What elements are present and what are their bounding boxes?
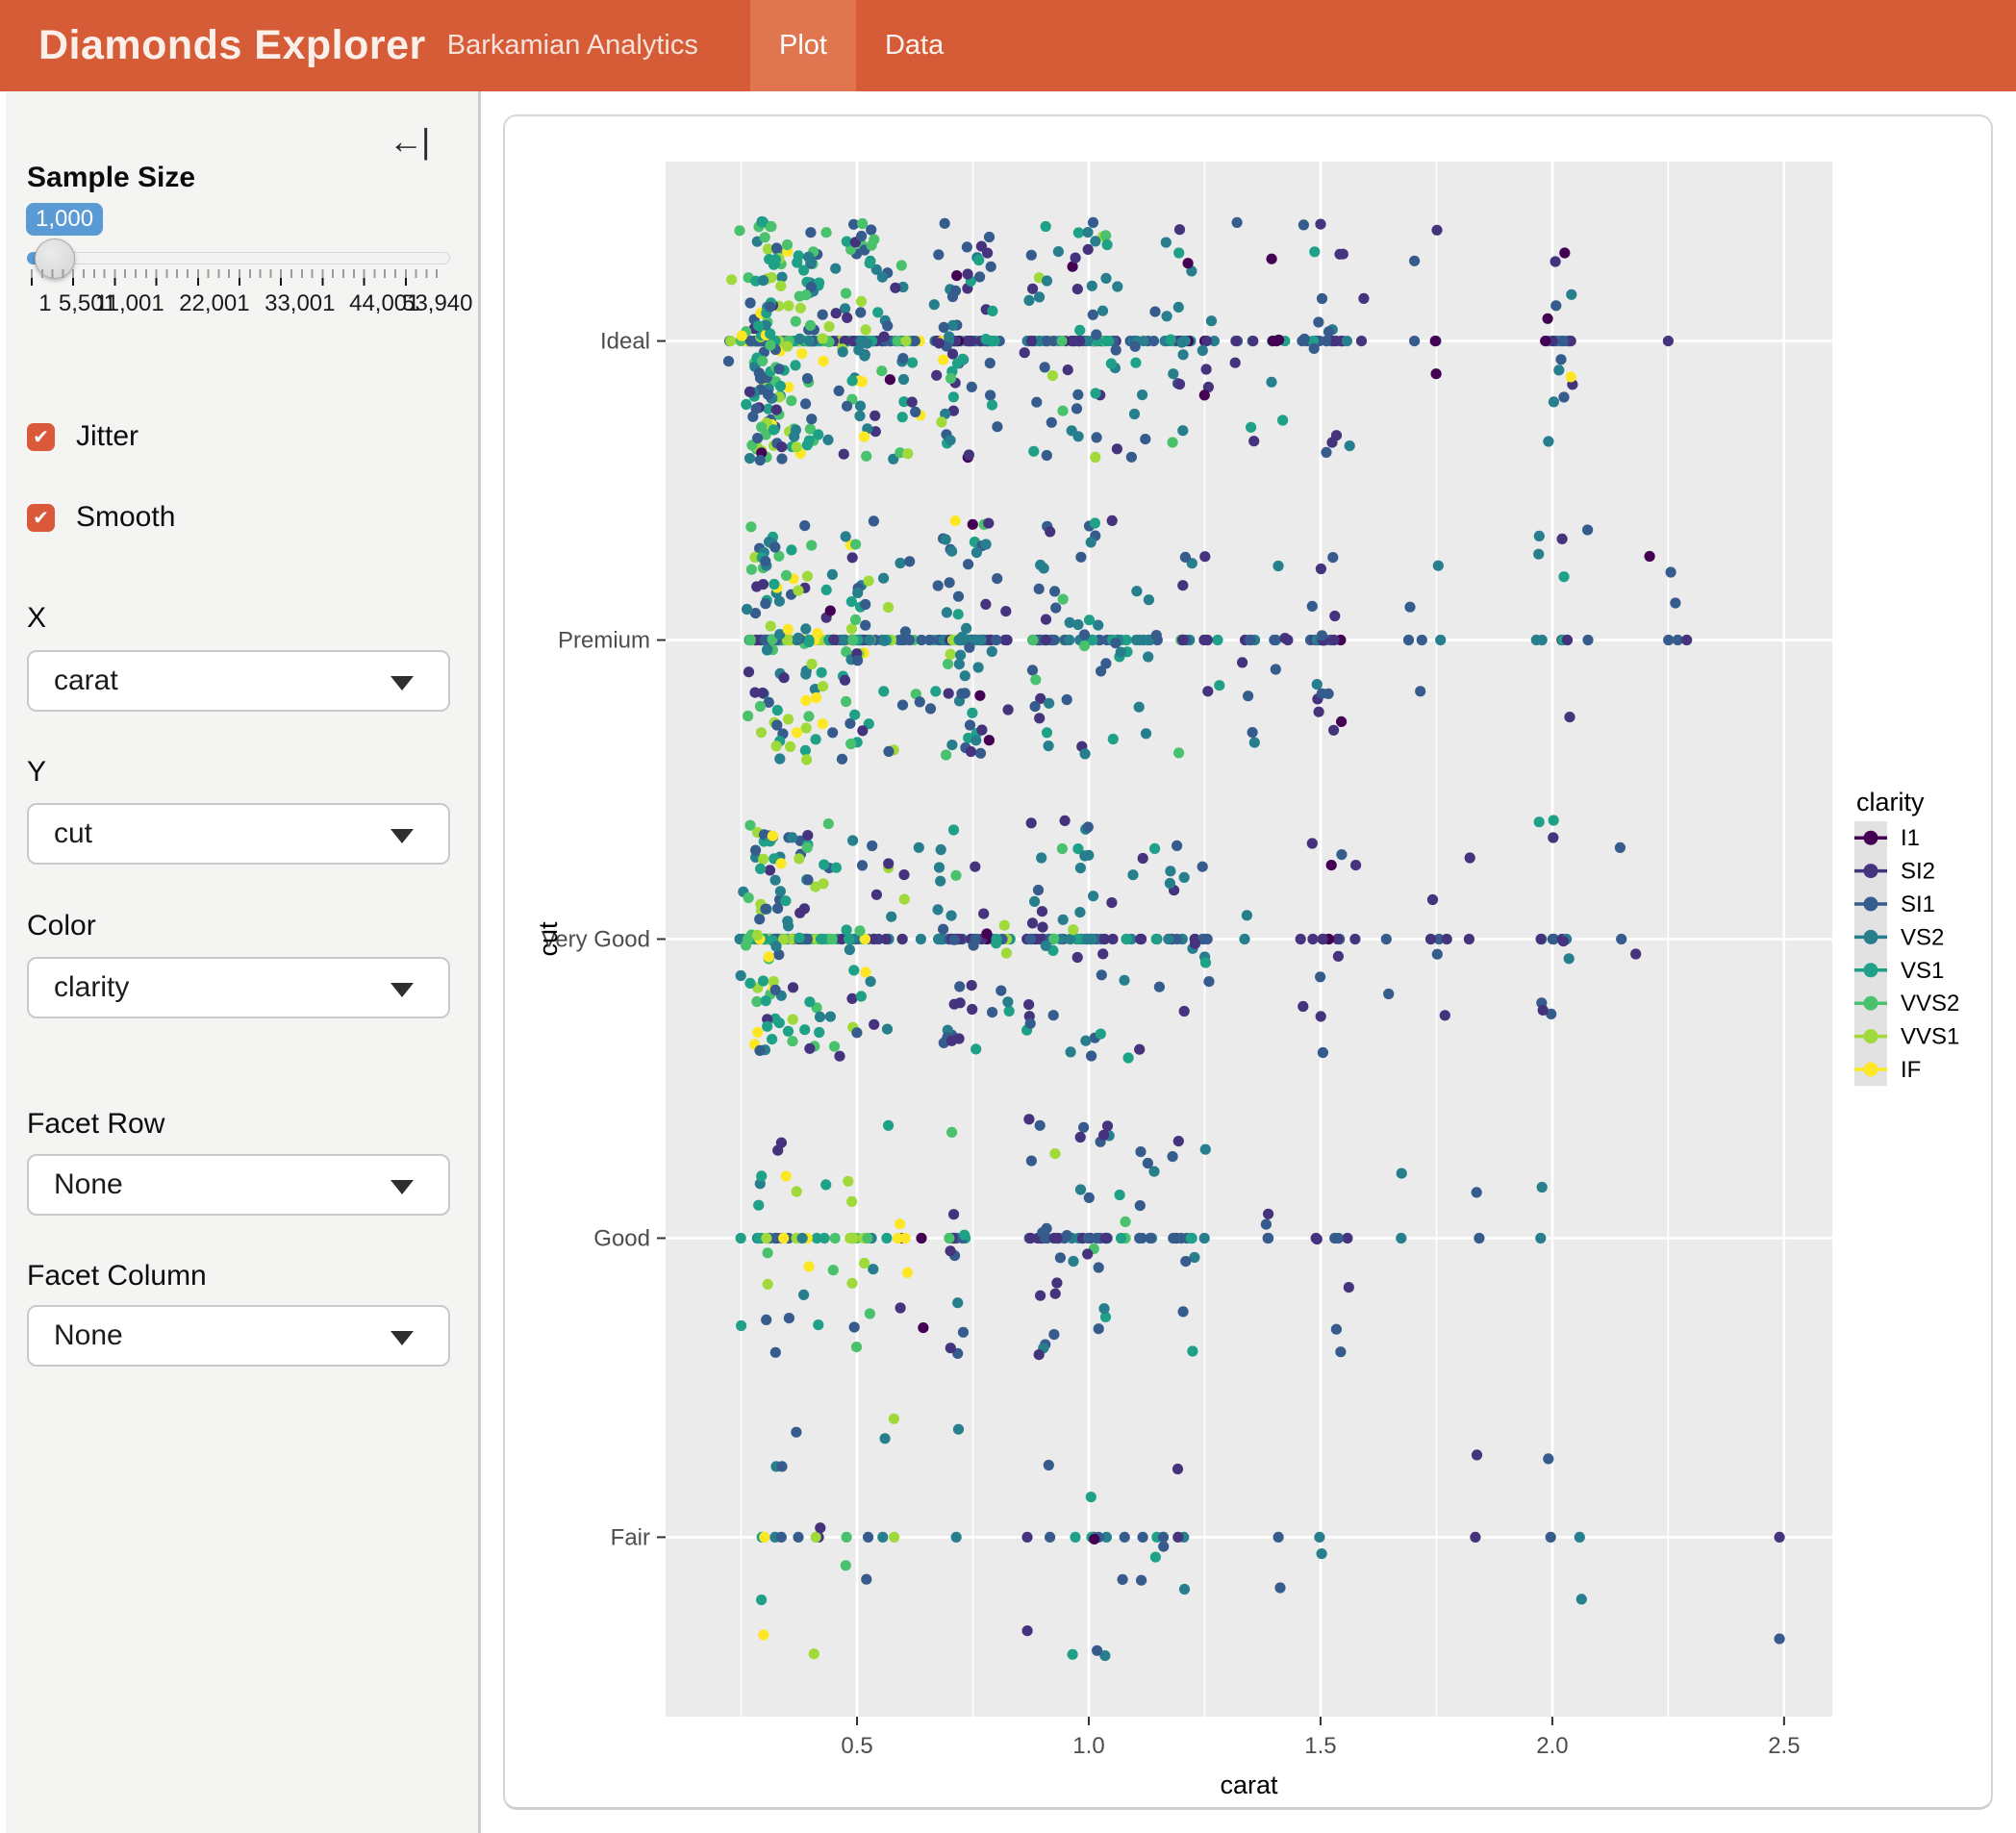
facet-row-value: None	[54, 1168, 123, 1200]
legend-item-label: VVS2	[1901, 991, 1959, 1017]
slider-value-badge: 1,000	[26, 203, 104, 236]
slider-tick-label: 53,940	[402, 290, 473, 316]
slider-tick-label: 5,501	[58, 290, 116, 316]
chevron-down-icon	[391, 1331, 414, 1345]
legend-item-label: IF	[1901, 1057, 1921, 1083]
y-var-select[interactable]: cut	[27, 803, 450, 865]
app-subtitle: Barkamian Analytics	[446, 30, 698, 61]
svg-text:Premium: Premium	[558, 628, 650, 654]
x-axis-title: carat	[1220, 1770, 1278, 1799]
slider-tick-label: 22,001	[179, 290, 250, 316]
facet-row-label: Facet Row	[27, 1108, 165, 1140]
sidebar-divider	[478, 91, 481, 1833]
x-var-value: carat	[54, 665, 118, 696]
color-var-label: Color	[27, 910, 96, 942]
svg-text:2.5: 2.5	[1768, 1733, 1800, 1759]
facet-column-select[interactable]: None	[27, 1305, 450, 1367]
legend-item-label: SI1	[1901, 891, 1935, 917]
header-bar: Diamonds Explorer Barkamian Analytics Pl…	[0, 0, 2016, 91]
app-title: Diamonds Explorer	[38, 22, 426, 68]
svg-text:Fair: Fair	[611, 1524, 650, 1550]
x-var-select[interactable]: carat	[27, 650, 450, 712]
chevron-down-icon	[391, 676, 414, 691]
facet-row-select[interactable]: None	[27, 1154, 450, 1216]
svg-text:Good: Good	[593, 1225, 650, 1251]
chevron-down-icon	[391, 983, 414, 997]
sidebar-collapse-icon[interactable]: ←|	[389, 121, 430, 161]
svg-text:Very Good: Very Good	[542, 927, 650, 953]
jitter-checkbox-row[interactable]: ✔ Jitter	[27, 420, 139, 453]
legend-item-label: SI2	[1901, 859, 1935, 885]
svg-text:2.0: 2.0	[1536, 1733, 1568, 1759]
svg-text:1.5: 1.5	[1304, 1733, 1336, 1759]
legend-item-label: VVS1	[1901, 1024, 1959, 1050]
x-var-label: X	[27, 602, 47, 634]
slider-tick-label: 33,001	[265, 290, 336, 316]
sample-size-slider[interactable]: 1 5,501 11,001 22,001 33,001 44,001 53,9…	[27, 239, 473, 316]
slider-tick-marks	[31, 269, 446, 286]
sample-size-label: Sample Size	[27, 162, 196, 193]
svg-text:0.5: 0.5	[841, 1733, 872, 1759]
plot-canvas: 0.5 1.0 1.5 2.0 2.5 Ideal Premium Very Good Good…	[534, 162, 1959, 1799]
color-var-value: clarity	[54, 971, 130, 1003]
plot-card: 0.5 1.0 1.5 2.0 2.5 Ideal Premium Very Good Good…	[503, 114, 1993, 1810]
facet-column-value: None	[54, 1319, 123, 1351]
svg-text:Ideal: Ideal	[600, 329, 650, 355]
jitter-checkbox[interactable]: ✔	[27, 422, 55, 451]
y-var-label: Y	[27, 756, 47, 788]
nav-tabs: Plot Data	[750, 0, 972, 91]
legend-title: clarity	[1856, 788, 1925, 816]
jitter-label: Jitter	[76, 420, 139, 452]
slider-tick-label: 44,001	[349, 290, 420, 316]
slider-tick-labels: 1 5,501 11,001 22,001 33,001 44,001 53,9…	[27, 290, 472, 316]
slider-track[interactable]	[27, 252, 450, 264]
tab-plot[interactable]: Plot	[750, 0, 856, 91]
smooth-label: Smooth	[76, 501, 176, 533]
chevron-down-icon	[391, 1180, 414, 1194]
legend-item-label: I1	[1901, 825, 1920, 851]
y-var-value: cut	[54, 817, 93, 849]
facet-column-label: Facet Column	[27, 1260, 207, 1292]
y-axis-title: cut	[534, 921, 563, 957]
slider-tick-label: 11,001	[95, 290, 164, 316]
scatter-points	[722, 215, 1785, 1662]
legend-item-label: VS2	[1901, 924, 1944, 950]
legend: clarity I1 SI2 SI1 VS2 VS1 VVS2 VVS1 IF	[1854, 788, 1959, 1087]
smooth-checkbox[interactable]: ✔	[27, 503, 55, 532]
color-var-select[interactable]: clarity	[27, 957, 450, 1018]
smooth-checkbox-row[interactable]: ✔ Smooth	[27, 501, 175, 534]
svg-text:1.0: 1.0	[1072, 1733, 1104, 1759]
slider-tick-label: 1	[38, 290, 52, 316]
chevron-down-icon	[391, 829, 414, 843]
tab-data[interactable]: Data	[884, 30, 945, 61]
legend-item-label: VS1	[1901, 958, 1944, 984]
axis-labels: 0.5 1.0 1.5 2.0 2.5 Ideal Premium Very Good Good…	[534, 329, 1801, 1799]
